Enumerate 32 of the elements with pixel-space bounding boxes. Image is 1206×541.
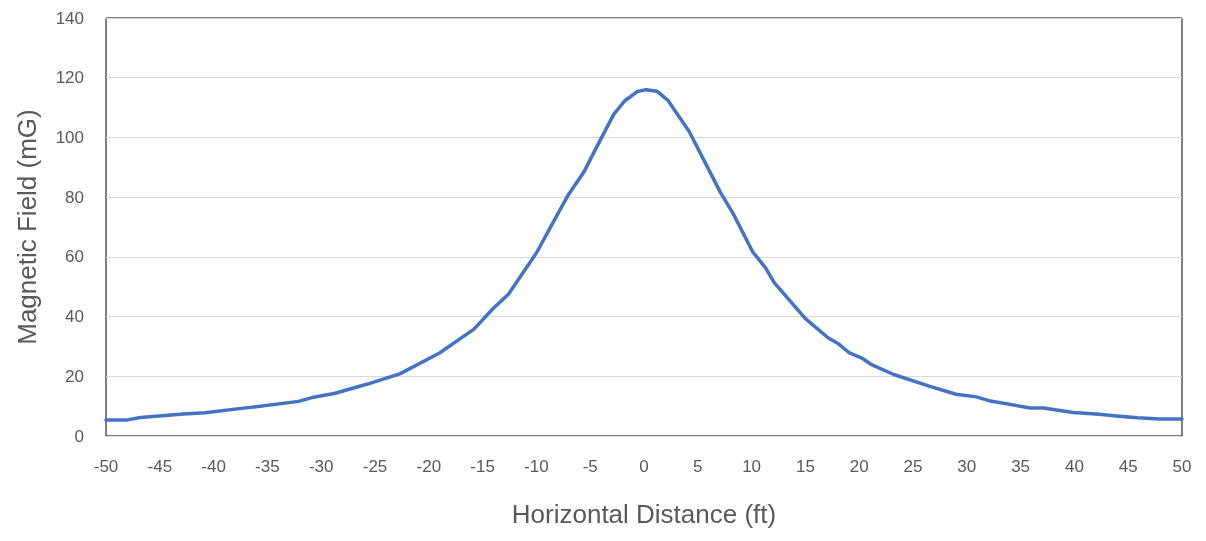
x-tick-label: -25 xyxy=(362,457,388,476)
x-tick-label: 10 xyxy=(742,457,762,476)
x-tick-label: 40 xyxy=(1064,457,1084,476)
y-tick-label: 100 xyxy=(55,127,84,147)
x-tick-label: 15 xyxy=(795,457,815,476)
x-tick-label: 50 xyxy=(1172,457,1192,476)
x-tick-label: -15 xyxy=(470,457,495,476)
y-axis-title: Magnetic Field (mG) xyxy=(12,109,42,345)
x-tick-label: -40 xyxy=(201,457,226,476)
x-tick-label: -45 xyxy=(147,457,173,476)
y-tick-label: 40 xyxy=(65,307,84,327)
x-tick-label: -10 xyxy=(524,457,549,476)
x-tick-label: -50 xyxy=(93,457,119,476)
x-tick-label: -30 xyxy=(308,457,334,476)
line-series xyxy=(104,87,1184,422)
y-tick-label: 60 xyxy=(65,247,84,267)
x-axis-title: Horizontal Distance (ft) xyxy=(511,499,777,529)
x-tick-label: 25 xyxy=(903,457,923,476)
x-tick-label: 5 xyxy=(693,457,703,476)
x-tick-label: -35 xyxy=(255,457,280,476)
y-tick-label: 80 xyxy=(65,187,84,207)
x-tick-label: 45 xyxy=(1118,457,1138,476)
y-tick-label: 120 xyxy=(55,68,84,88)
x-tick-label: 20 xyxy=(849,457,869,476)
y-tick-label: 0 xyxy=(74,426,84,446)
x-tick-label: 30 xyxy=(957,457,977,476)
y-tick-label: 20 xyxy=(65,366,84,386)
x-tick-label: -20 xyxy=(416,457,442,476)
y-tick-label: 140 xyxy=(55,8,84,28)
x-tick-label: 0 xyxy=(639,457,649,476)
x-tick-label: -5 xyxy=(582,457,598,476)
x-tick-label: 35 xyxy=(1011,457,1031,476)
